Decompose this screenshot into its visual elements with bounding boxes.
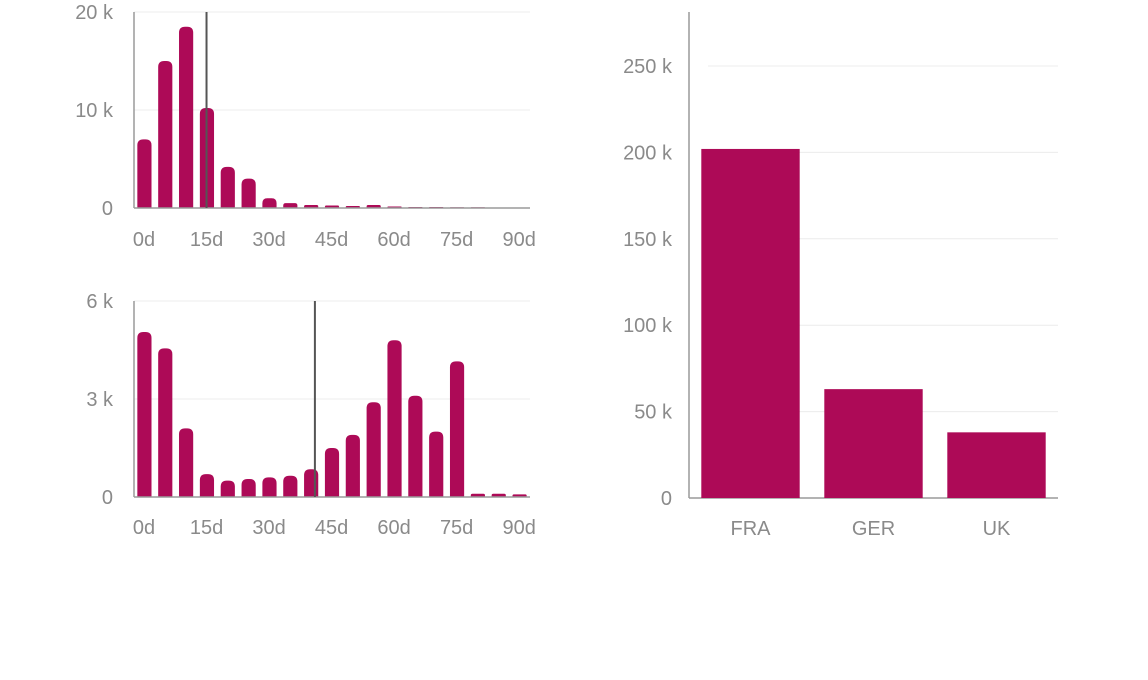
y-tick-label: 200 k <box>623 142 673 164</box>
y-tick-label: 0 <box>102 198 113 220</box>
histogram-bar <box>283 475 298 497</box>
x-tick-label: 0d <box>133 229 155 251</box>
histogram-bar <box>262 477 277 497</box>
histogram-bar <box>470 493 485 497</box>
x-tick-label: 45d <box>315 229 348 251</box>
histogram-bar <box>241 479 256 497</box>
category-label: UK <box>983 518 1011 540</box>
histogram-bar <box>158 61 173 208</box>
histogram-bar <box>137 332 152 497</box>
x-tick-label: 75d <box>440 229 473 251</box>
country-bar <box>947 432 1046 498</box>
histogram-bar <box>449 361 465 497</box>
histogram-bar <box>283 203 298 208</box>
y-tick-label: 6 k <box>86 291 114 313</box>
y-tick-label: 100 k <box>623 315 673 337</box>
x-tick-label: 90d <box>502 229 535 251</box>
histogram-bar <box>491 493 506 497</box>
category-label: FRA <box>731 518 772 540</box>
histogram-bar <box>408 395 423 497</box>
x-tick-label: 75d <box>440 517 473 539</box>
histogram-bar <box>179 26 194 209</box>
histogram-bar <box>179 428 194 497</box>
y-tick-label: 0 <box>102 487 113 509</box>
y-tick-label: 150 k <box>623 229 673 251</box>
histogram-bar <box>137 139 152 208</box>
histogram-bar <box>345 434 360 497</box>
x-tick-label: 60d <box>377 517 410 539</box>
x-tick-label: 45d <box>315 517 348 539</box>
y-tick-label: 250 k <box>623 56 673 78</box>
histogram-bar <box>429 431 444 497</box>
histogram-bar <box>262 198 277 208</box>
x-tick-label: 15d <box>190 517 223 539</box>
histogram-bar <box>366 402 381 497</box>
histogram-bar <box>387 340 402 497</box>
country-bar <box>824 389 923 498</box>
histogram-bar <box>241 178 256 208</box>
x-tick-label: 0d <box>133 517 155 539</box>
histogram-bar <box>199 474 215 497</box>
x-tick-label: 60d <box>377 229 410 251</box>
histogram-bar <box>220 480 235 497</box>
category-label: GER <box>852 518 895 540</box>
y-tick-label: 50 k <box>634 402 673 424</box>
y-tick-label: 10 k <box>75 100 114 122</box>
x-tick-label: 30d <box>252 229 285 251</box>
x-tick-label: 30d <box>252 517 285 539</box>
histogram-bar <box>324 448 340 497</box>
histogram-bar <box>220 166 235 208</box>
x-tick-label: 15d <box>190 229 223 251</box>
histogram-bar <box>158 348 173 497</box>
y-tick-label: 0 <box>661 488 672 510</box>
country-bar <box>701 148 800 498</box>
y-tick-label: 3 k <box>86 389 114 411</box>
y-tick-label: 20 k <box>75 2 114 24</box>
x-tick-label: 90d <box>502 517 535 539</box>
